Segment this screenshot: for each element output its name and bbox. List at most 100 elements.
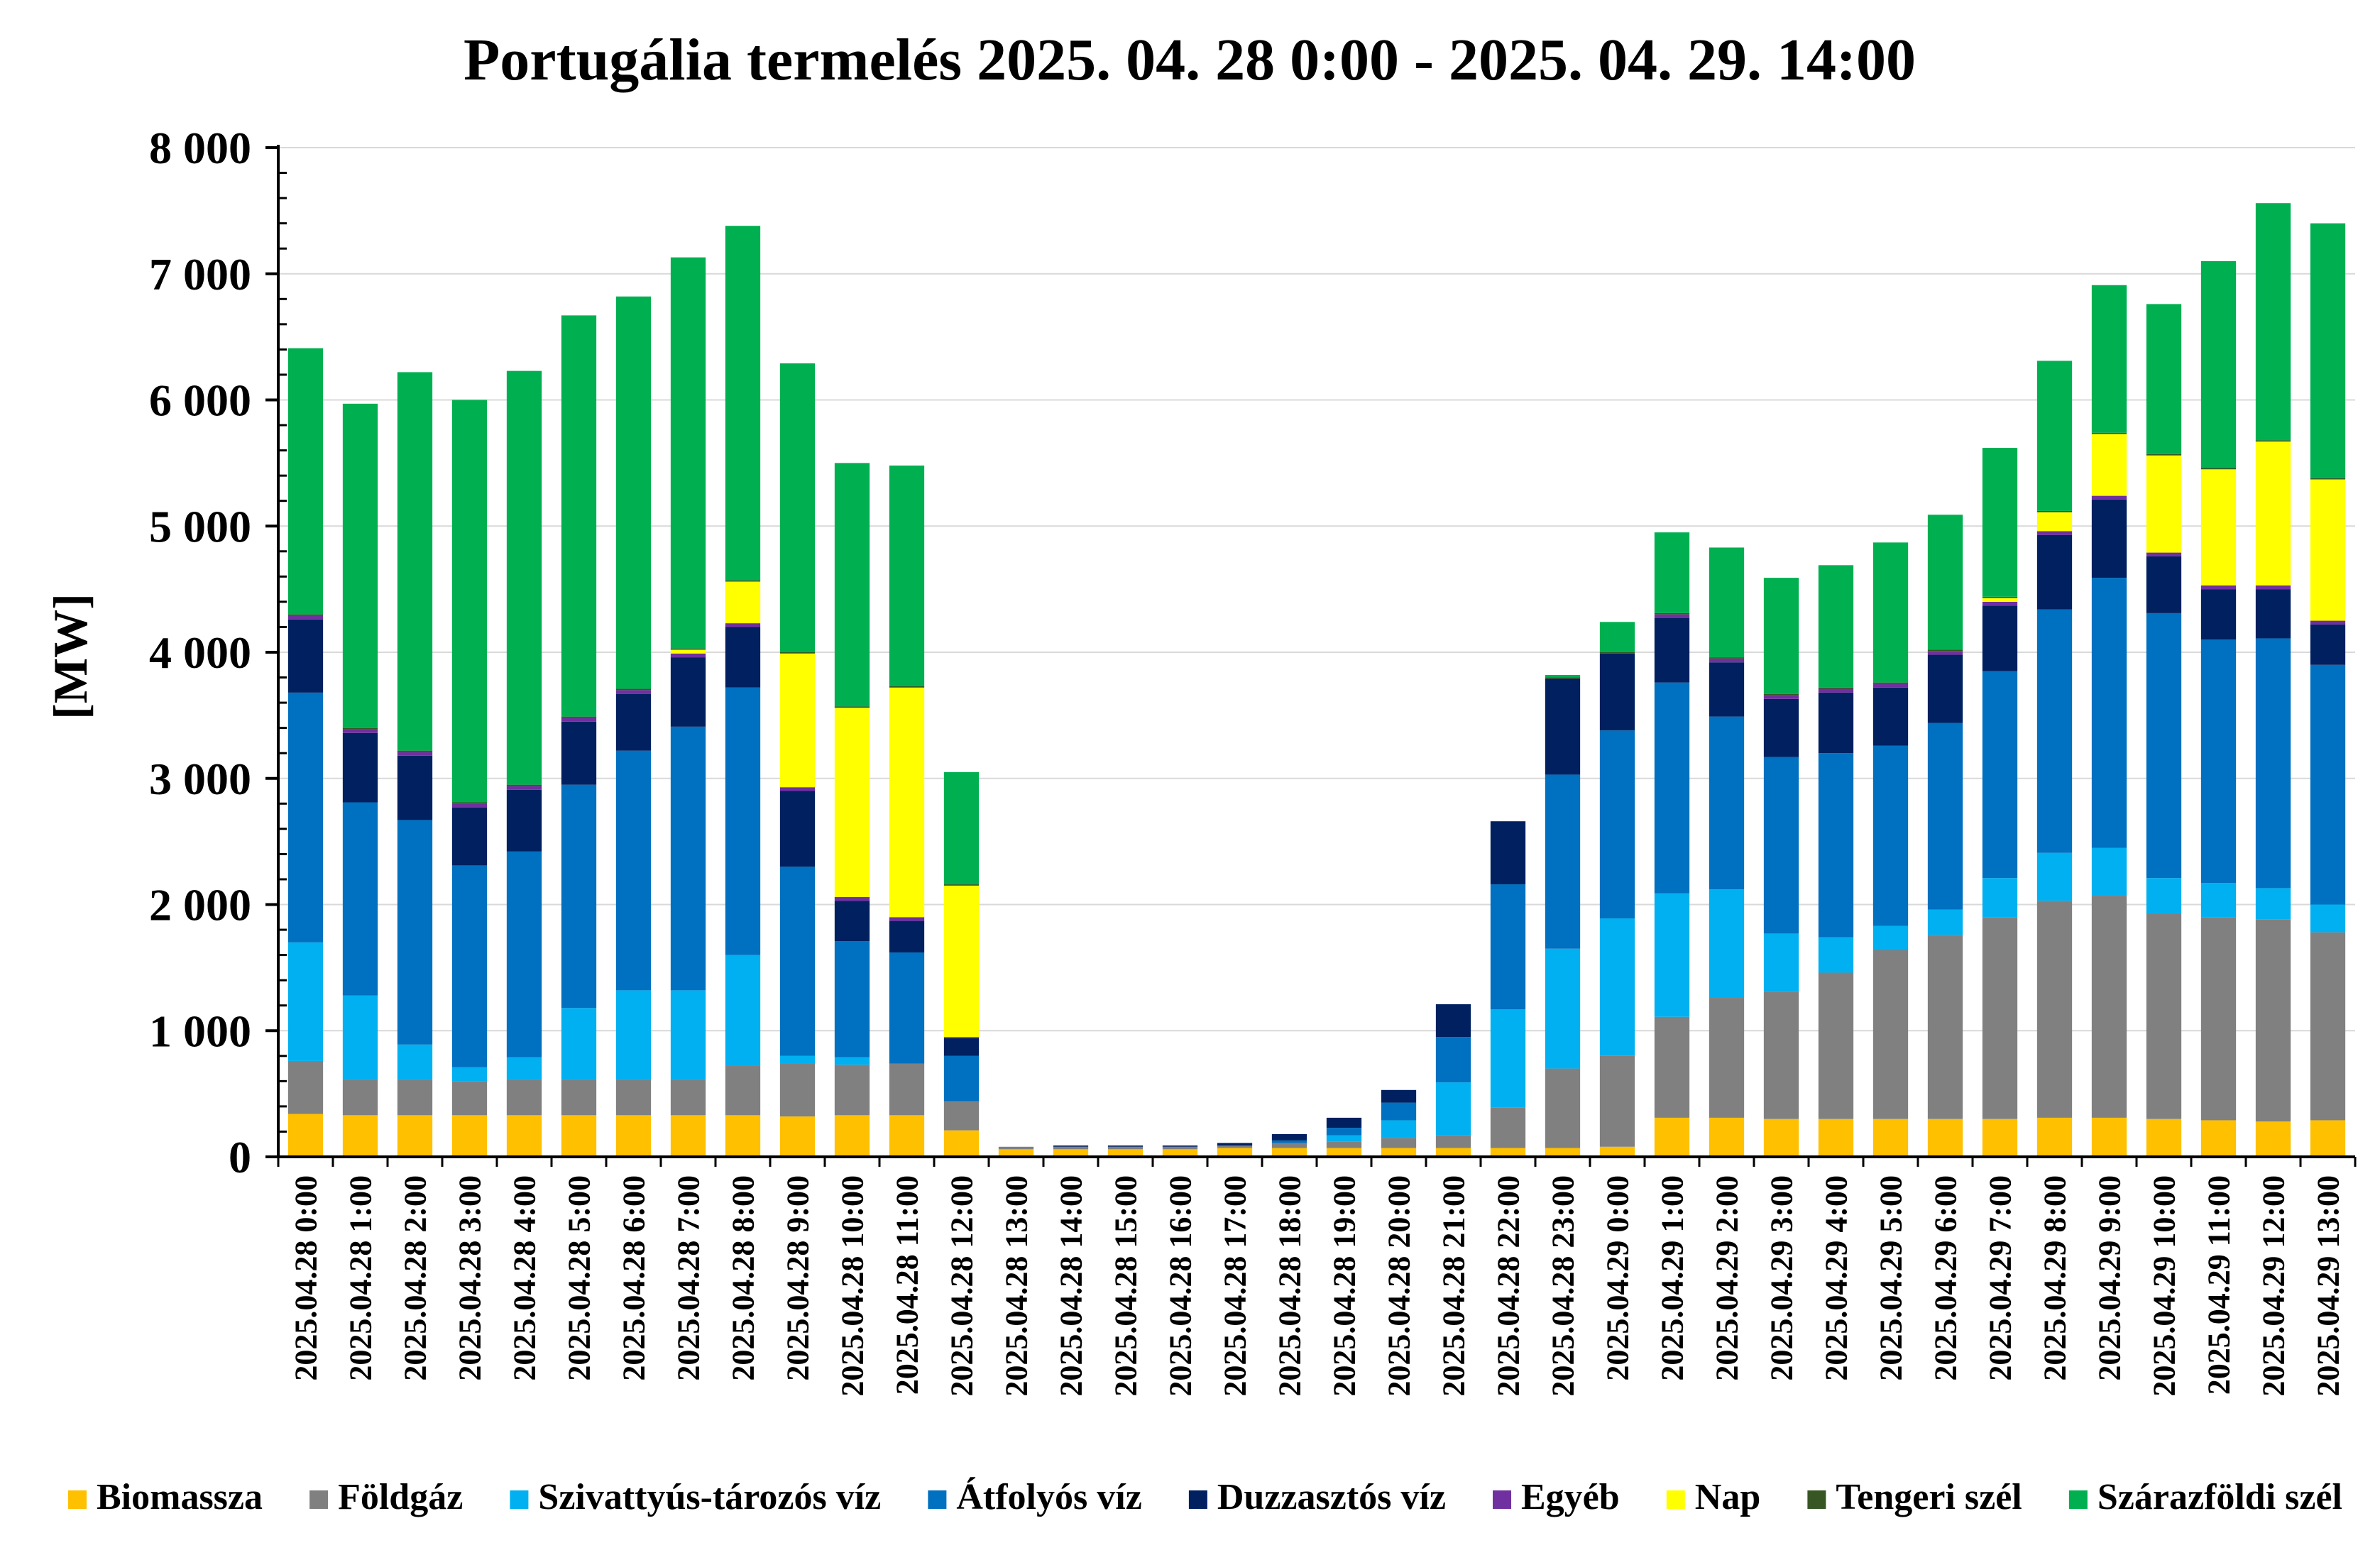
bar-segment [342, 727, 378, 730]
bar-segment [1982, 596, 2018, 598]
bar-segment [1490, 1107, 1526, 1148]
bar-segment [397, 1115, 433, 1157]
bar-segment [1490, 884, 1526, 1010]
legend-label: Egyéb [1521, 1477, 1620, 1517]
bar-segment [2255, 919, 2291, 1122]
legend-label: Tengeri szél [1836, 1477, 2022, 1517]
x-tick-label: 2025.04.29 4:00 [1819, 1175, 1854, 1381]
bar-segment [670, 649, 706, 654]
bar-segment [2146, 552, 2182, 556]
bar-segment [1545, 1068, 1581, 1148]
bar-segment [1872, 950, 1909, 1119]
bar-segment [1271, 1143, 1307, 1148]
legend-item: Egyéb [1493, 1477, 1620, 1517]
x-tick-label: 2025.04.28 13:00 [999, 1175, 1034, 1397]
bar-segment [1654, 532, 1690, 613]
bar-segment [287, 348, 324, 615]
bar-segment [2146, 612, 2182, 879]
bar-segment [287, 942, 324, 1061]
bar-segment [2200, 585, 2237, 590]
bar-segment [615, 690, 652, 694]
bar-segment [2146, 304, 2182, 454]
bar-segment [1654, 614, 1690, 619]
x-tick-label: 2025.04.28 4:00 [508, 1175, 542, 1381]
bar-segment [2036, 852, 2073, 901]
bar-segment [725, 1066, 761, 1116]
bar-segment [2091, 1117, 2127, 1157]
bar-segment [2091, 578, 2127, 848]
bar-segment [1818, 687, 1854, 689]
legend-swatch [1807, 1490, 1826, 1509]
axes [265, 145, 2357, 1167]
bar-segment [834, 708, 870, 897]
bar-segment [1763, 698, 1799, 757]
bar-segment [2146, 455, 2182, 553]
x-tick-label: 2025.04.28 20:00 [1382, 1175, 1417, 1397]
bar-segment [2036, 361, 2073, 511]
bar-segment [506, 1115, 542, 1157]
x-tick-label: 2025.04.29 5:00 [1874, 1175, 1909, 1381]
bar-segment [779, 1116, 816, 1157]
bar-segment [2255, 888, 2291, 920]
x-tick-label: 2025.04.28 9:00 [781, 1175, 816, 1381]
bar-segment [1872, 1119, 1909, 1157]
bar-segment [506, 789, 542, 852]
bar-segment [2310, 223, 2346, 478]
bar-segment [451, 802, 488, 804]
bar-segment [1818, 692, 1854, 754]
bar-segment [2255, 638, 2291, 889]
bar-segment [1763, 693, 1799, 696]
bar-segment [1271, 1148, 1307, 1157]
bar-segment [2200, 1120, 2237, 1157]
bar-segment [1818, 1119, 1854, 1157]
bar-segment [725, 955, 761, 1067]
bar-segment [1162, 1146, 1198, 1150]
bar-segment [834, 1057, 870, 1065]
bar-segment [451, 803, 488, 808]
bar-segment [1435, 1004, 1471, 1038]
legend-label: Szárazföldi szél [2097, 1477, 2342, 1517]
bar-segment [2255, 441, 2291, 586]
bar-segment [2310, 932, 2346, 1121]
bar-segment [1599, 918, 1635, 1056]
bar-segment [1490, 821, 1526, 885]
bar-segment [670, 1079, 706, 1116]
bar-segment [2200, 639, 2237, 884]
bar-segment [397, 755, 433, 820]
bar-segment [1599, 1146, 1635, 1157]
x-tick-label: 2025.04.28 14:00 [1054, 1175, 1089, 1397]
x-tick-label: 2025.04.28 5:00 [562, 1175, 597, 1381]
bar-segment [2146, 556, 2182, 613]
bar-segment [1818, 688, 1854, 693]
bar-segment [1709, 716, 1745, 890]
bar-segment [2091, 495, 2127, 500]
bar-segment [2200, 589, 2237, 640]
bar-segment [670, 726, 706, 991]
bar-segment [506, 784, 542, 786]
bar-segment [1872, 542, 1909, 683]
legend-swatch [510, 1490, 529, 1509]
x-tick-labels: 2025.04.28 0:00 2025.04.28 1:00 2025.04.28… [289, 1175, 2346, 1397]
x-tick-label: 2025.04.28 19:00 [1327, 1175, 1362, 1397]
bar-segment [1763, 991, 1799, 1119]
x-tick-label: 2025.04.29 6:00 [1929, 1175, 1963, 1381]
x-tick-label: 2025.04.28 18:00 [1273, 1175, 1307, 1397]
bar-segment [2200, 469, 2237, 586]
bar-segment [779, 652, 816, 654]
bar-segment [1217, 1143, 1253, 1146]
legend-swatch [1493, 1490, 1512, 1509]
bar-segment [561, 716, 597, 718]
legend-label: Átfolyós víz [956, 1476, 1141, 1517]
bar-segment [1599, 653, 1635, 731]
bar-segment [2310, 1120, 2346, 1157]
bar-segment [1271, 1140, 1307, 1143]
bar-segment [1053, 1149, 1089, 1157]
bar-segment [342, 1079, 378, 1116]
bar-segment [2255, 589, 2291, 639]
bar-segment [2255, 1121, 2291, 1157]
legend-swatch [68, 1490, 87, 1509]
bar-segment [2091, 499, 2127, 578]
bar-segment [834, 463, 870, 707]
bar-segment [1982, 1119, 2018, 1157]
bar-segment [561, 784, 597, 1009]
